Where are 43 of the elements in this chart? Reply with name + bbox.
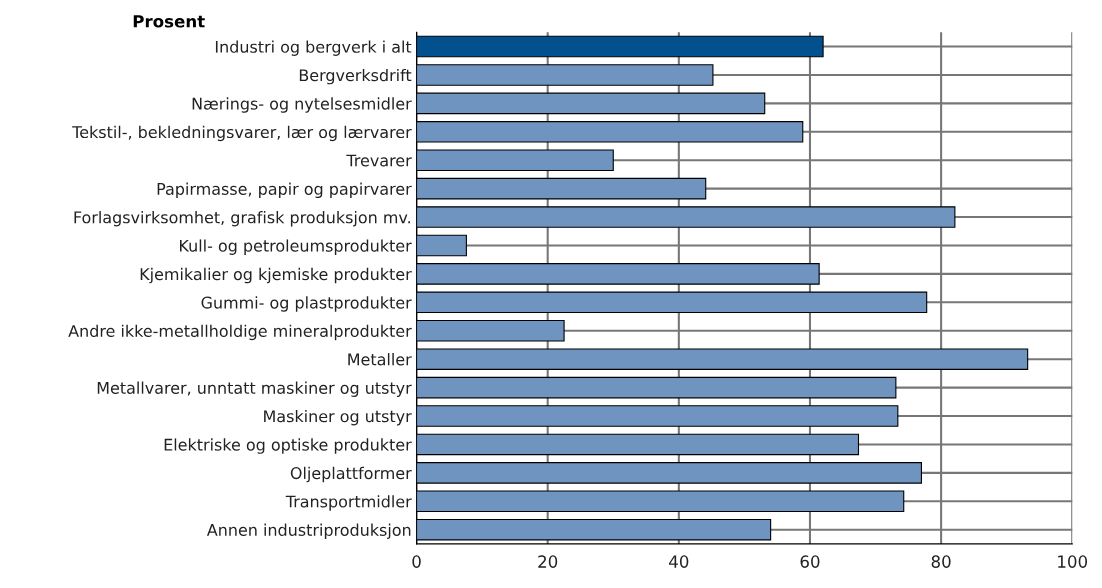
y-tick-label: Kjemikalier og kjemiske produkter [140,267,412,284]
y-tick-label: Metaller [348,353,412,366]
bar [416,376,897,399]
y-tick-label: Annen industriproduksjon [206,523,411,540]
bar [416,206,956,228]
y-tick-label: Metallvarer, unntatt maskiner og utstyr [97,381,412,397]
bar [416,35,824,58]
text: Prosent [133,15,205,28]
bar [416,348,1029,370]
x-tick-label: 60 [800,555,820,568]
x-tick-label: 0 [412,555,421,568]
bar [416,433,860,456]
bar [416,177,707,200]
bar [416,462,922,484]
bar [416,319,565,342]
bar [416,64,714,86]
y-tick-label: Elektriske og optiske produkter [164,438,412,454]
bar [416,263,820,285]
y-tick-label: Kull- og petroleumsprodukter [180,239,412,255]
y-tick-label: Papirmasse, papir og papirvarer [157,182,412,199]
y-tick-label: Trevarer [346,154,412,167]
y-tick-label: Nærings- og nytelsesmidler [192,97,412,113]
y-tick-label: Industri og bergverk i alt [215,40,412,56]
y-tick-label: Andre ikke-metallholdige mineralprodukter [68,324,412,341]
y-tick-label: Oljeplattformer [290,466,412,483]
y-tick-label: Tekstil-, bekledningsvarer, lær og lærvarer [72,125,412,142]
bar [416,490,905,513]
bar [416,92,766,115]
y-tick-label: Forlagsvirksomhet, grafisk produksjon mv. [74,211,410,227]
y-tick-label: Bergverksdrift [299,68,412,85]
y-tick-label: Gummi- og plastprodukter [201,296,412,312]
y-tick-label: Maskiner og utstyr [264,409,412,426]
bar [416,291,928,314]
y-tick-label: Transportmidler [285,495,412,511]
x-tick-label: 20 [538,555,558,568]
bar [416,234,467,257]
x-tick-label: 40 [669,555,689,568]
x-tick-label: 100 [1058,555,1088,568]
bar [416,518,772,541]
bar [416,149,614,172]
bar [416,121,804,143]
x-tick-label: 80 [931,555,951,568]
bar [416,405,899,427]
